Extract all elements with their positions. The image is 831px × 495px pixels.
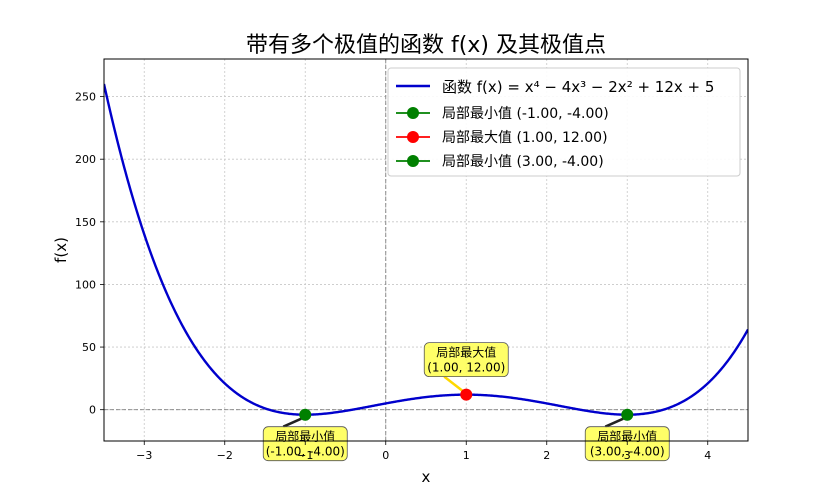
annotation-title: 局部最大值 bbox=[436, 345, 496, 360]
legend-marker-extremum bbox=[407, 107, 419, 119]
legend-marker-extremum bbox=[407, 131, 419, 143]
y-tick-label: 100 bbox=[75, 278, 96, 291]
y-tick-label: 150 bbox=[75, 216, 96, 229]
chart-title: 带有多个极值的函数 f(x) 及其极值点 bbox=[246, 33, 606, 58]
legend-marker-extremum bbox=[407, 155, 419, 167]
annotation-arrow bbox=[282, 417, 302, 428]
legend-label-function: 函数 f(x) = x⁴ − 4x³ − 2x² + 12x + 5 bbox=[442, 78, 714, 96]
extremum-point bbox=[460, 388, 473, 401]
annotation-title: 局部最小值 bbox=[597, 429, 657, 444]
y-tick-label: 0 bbox=[89, 404, 96, 417]
annotation-value: (3.00, -4.00) bbox=[590, 445, 665, 459]
legend-label-extremum: 局部最大值 (1.00, 12.00) bbox=[442, 130, 608, 146]
function-curve bbox=[104, 83, 748, 416]
y-tick-label: 200 bbox=[75, 153, 96, 166]
legend bbox=[387, 67, 741, 177]
annotation-value: (-1.00, -4.00) bbox=[266, 445, 345, 459]
plot-area: 局部最小值(-1.00, -4.00)局部最大值(1.00, 12.00)局部最… bbox=[75, 58, 749, 462]
x-tick-label: −2 bbox=[217, 449, 233, 462]
annotation-title: 局部最小值 bbox=[275, 429, 335, 444]
legend-label-extremum: 局部最小值 (3.00, -4.00) bbox=[442, 154, 604, 170]
annotation-arrow bbox=[604, 417, 624, 428]
legend-label-extremum: 局部最小值 (-1.00, -4.00) bbox=[442, 106, 609, 122]
x-tick-label: 3 bbox=[624, 449, 631, 462]
x-axis-label: x bbox=[422, 468, 431, 486]
annotation-box bbox=[423, 342, 509, 378]
x-tick-label: −1 bbox=[297, 449, 313, 462]
x-tick-label: −3 bbox=[136, 449, 152, 462]
x-tick-label: 2 bbox=[543, 449, 550, 462]
y-axis-label: f(x) bbox=[52, 237, 70, 263]
y-tick-label: 250 bbox=[75, 91, 96, 104]
annotation-arrow bbox=[443, 375, 464, 392]
axes-frame bbox=[103, 58, 749, 442]
x-tick-label: 4 bbox=[704, 449, 711, 462]
extremum-point bbox=[621, 408, 634, 421]
y-tick-label: 50 bbox=[82, 341, 96, 354]
annotation-value: (1.00, 12.00) bbox=[427, 361, 505, 375]
extremum-point bbox=[299, 408, 312, 421]
x-tick-label: 1 bbox=[463, 449, 470, 462]
x-tick-label: 0 bbox=[382, 449, 389, 462]
